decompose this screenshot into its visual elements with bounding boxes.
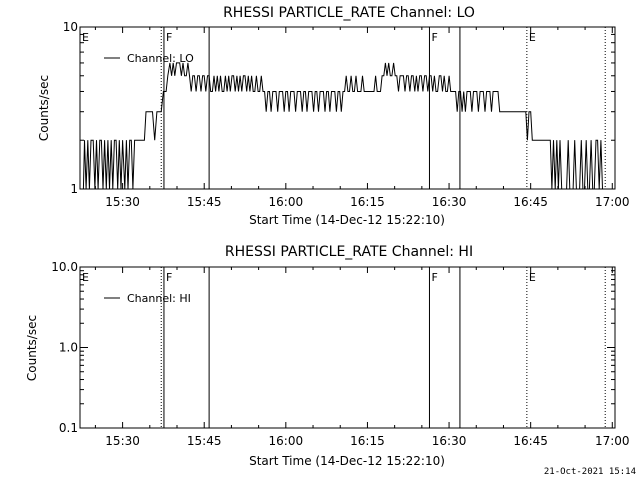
hi-axis-ticks: 15:30 15:45 16:00 16:15 16:30 16:45 17:00 0.1 1.… <box>51 260 629 448</box>
lo-marker-label: F <box>166 31 172 44</box>
lo-x-tick-label: 15:30 <box>105 195 140 209</box>
lo-x-tick-label: 16:45 <box>513 195 548 209</box>
hi-x-tick-label: 16:45 <box>513 434 548 448</box>
hi-x-tick-label: 17:00 <box>595 434 630 448</box>
lo-x-axis-label: Start Time (14-Dec-12 15:22:10) <box>249 213 445 227</box>
hi-x-axis-label: Start Time (14-Dec-12 15:22:10) <box>249 454 445 468</box>
hi-y-tick-label: 0.1 <box>59 421 78 435</box>
hi-marker-label: E <box>82 271 89 284</box>
hi-x-tick-label: 15:30 <box>105 434 140 448</box>
hi-x-tick-label: 15:45 <box>187 434 222 448</box>
lo-series-line <box>82 62 605 190</box>
lo-x-tick-label: 15:45 <box>187 195 222 209</box>
hi-y-tick-label: 1.0 <box>59 341 78 355</box>
hi-y-tick-label: 10.0 <box>51 260 78 274</box>
hi-x-tick-label: 16:30 <box>432 434 467 448</box>
hi-y-axis-label: Counts/sec <box>25 315 39 381</box>
lo-y-tick-label: 10 <box>63 20 78 34</box>
hi-legend-label: Channel: HI <box>127 292 191 305</box>
lo-legend-label: Channel: LO <box>127 52 194 65</box>
hi-x-tick-label: 16:00 <box>269 434 304 448</box>
hi-x-tick-label: 16:15 <box>350 434 385 448</box>
footer-timestamp: 21-Oct-2021 15:14 <box>544 467 636 477</box>
lo-marker-label: F <box>431 31 437 44</box>
lo-marker-label: E <box>82 31 89 44</box>
hi-marker-label: F <box>431 271 437 284</box>
hi-marker-label: F <box>166 271 172 284</box>
lo-marker-label: E <box>529 31 536 44</box>
lo-x-tick-label: 16:30 <box>432 195 467 209</box>
lo-y-axis-label: Counts/sec <box>37 75 51 141</box>
hi-marker-label: E <box>529 271 536 284</box>
hi-panel-title: RHESSI PARTICLE_RATE Channel: HI <box>225 244 473 260</box>
lo-x-tick-label: 17:00 <box>595 195 630 209</box>
hi-channel-panel: RHESSI PARTICLE_RATE Channel: HI E F F E 15… <box>25 244 630 468</box>
lo-axis-ticks: 15:30 15:45 16:00 16:15 16:30 16:45 17:00 1 10 <box>63 20 630 209</box>
lo-x-tick-label: 16:15 <box>350 195 385 209</box>
lo-channel-panel: RHESSI PARTICLE_RATE Channel: LO E F F E 15… <box>37 5 630 227</box>
lo-x-tick-label: 16:00 <box>269 195 304 209</box>
lo-y-tick-label: 1 <box>70 182 78 196</box>
lo-panel-title: RHESSI PARTICLE_RATE Channel: LO <box>223 5 475 21</box>
